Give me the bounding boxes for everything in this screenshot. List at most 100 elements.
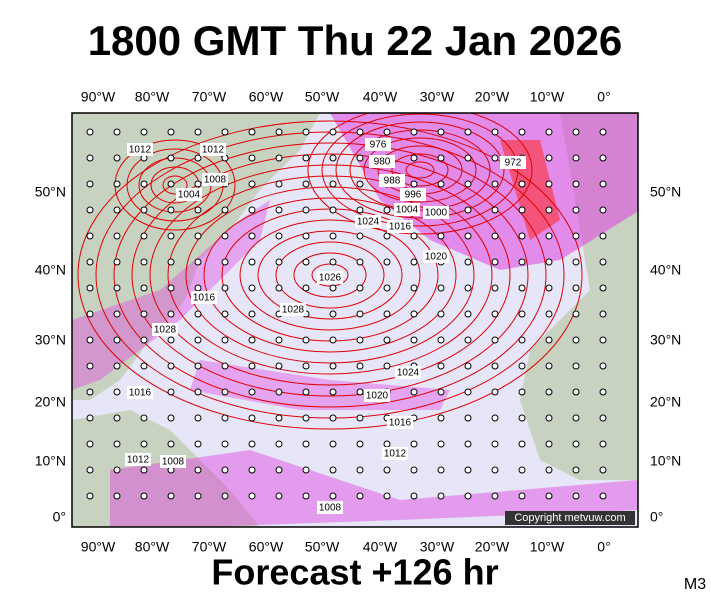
station: [194, 388, 202, 396]
station: [194, 440, 202, 448]
station: [140, 128, 148, 136]
station: [140, 180, 148, 188]
station: [518, 128, 526, 136]
lon-label-top: 60°W: [249, 89, 284, 105]
isobar-label: 1004: [396, 205, 419, 216]
station: [194, 414, 202, 422]
isobar: [363, 137, 477, 203]
station: [86, 284, 94, 292]
station: [572, 362, 580, 370]
isobar: [131, 153, 529, 397]
station: [302, 466, 310, 474]
station: [437, 336, 445, 344]
north-america: [72, 113, 320, 400]
station: [491, 154, 499, 162]
station: [167, 258, 175, 266]
station: [329, 414, 337, 422]
station: [410, 180, 418, 188]
lon-label-bottom: 30°W: [420, 539, 455, 555]
station: [194, 492, 202, 500]
station: [491, 492, 499, 500]
station: [356, 154, 364, 162]
isobar: [203, 197, 457, 353]
station: [275, 232, 283, 240]
station: [410, 336, 418, 344]
station: [464, 336, 472, 344]
station: [383, 440, 391, 448]
station: [599, 310, 607, 318]
station: [491, 310, 499, 318]
station: [221, 466, 229, 474]
station: [275, 414, 283, 422]
station: [356, 414, 364, 422]
isobar-label: 1008: [162, 457, 185, 468]
isobar-label-box: [500, 156, 526, 169]
station: [356, 128, 364, 136]
station: [383, 336, 391, 344]
station: [140, 258, 148, 266]
station: [356, 388, 364, 396]
station: [275, 466, 283, 474]
station: [221, 206, 229, 214]
isobar-label-box: [125, 453, 151, 466]
station: [437, 310, 445, 318]
lat-label-left: 10°N: [35, 453, 66, 469]
station: [140, 310, 148, 318]
station: [383, 232, 391, 240]
station: [572, 206, 580, 214]
isobar: [185, 186, 475, 364]
station: [491, 206, 499, 214]
station: [86, 258, 94, 266]
station: [437, 180, 445, 188]
station: [356, 492, 364, 500]
station: [437, 154, 445, 162]
station: [356, 258, 364, 266]
station: [599, 180, 607, 188]
station: [194, 336, 202, 344]
station: [356, 284, 364, 292]
station: [329, 154, 337, 162]
lon-label-top: 40°W: [363, 89, 398, 105]
station: [464, 388, 472, 396]
station: [356, 232, 364, 240]
lat-label-right: 20°N: [650, 394, 681, 410]
station: [599, 284, 607, 292]
station: [599, 440, 607, 448]
station: [221, 362, 229, 370]
isobar-label-box: [160, 455, 186, 468]
station: [437, 388, 445, 396]
station: [572, 284, 580, 292]
station: [572, 154, 580, 162]
station: [221, 414, 229, 422]
station: [113, 388, 121, 396]
isobar-label: 1020: [425, 252, 448, 263]
isobar-label: 1024: [357, 217, 380, 228]
station: [572, 258, 580, 266]
isobar-label: 1016: [193, 293, 216, 304]
station: [248, 362, 256, 370]
labels: 90°W 90°W 80°W 80°W 70°W 70°W 60°W 60°W 50°W 50°W…: [35, 89, 682, 555]
station: [329, 310, 337, 318]
isobar: [239, 219, 421, 331]
station: [275, 258, 283, 266]
station: [302, 336, 310, 344]
station: [437, 128, 445, 136]
station: [140, 440, 148, 448]
station: [167, 206, 175, 214]
station: [194, 206, 202, 214]
isobar-label-box: [364, 389, 390, 402]
station: [167, 388, 175, 396]
station: [599, 414, 607, 422]
station: [248, 284, 256, 292]
isobar: [257, 230, 403, 320]
lat-label-left: 0°: [53, 509, 66, 525]
station: [221, 336, 229, 344]
station: [140, 466, 148, 474]
station: [275, 440, 283, 448]
station: [221, 388, 229, 396]
station: [545, 180, 553, 188]
station: [464, 440, 472, 448]
isobar-label: 1008: [319, 503, 342, 514]
station: [572, 180, 580, 188]
